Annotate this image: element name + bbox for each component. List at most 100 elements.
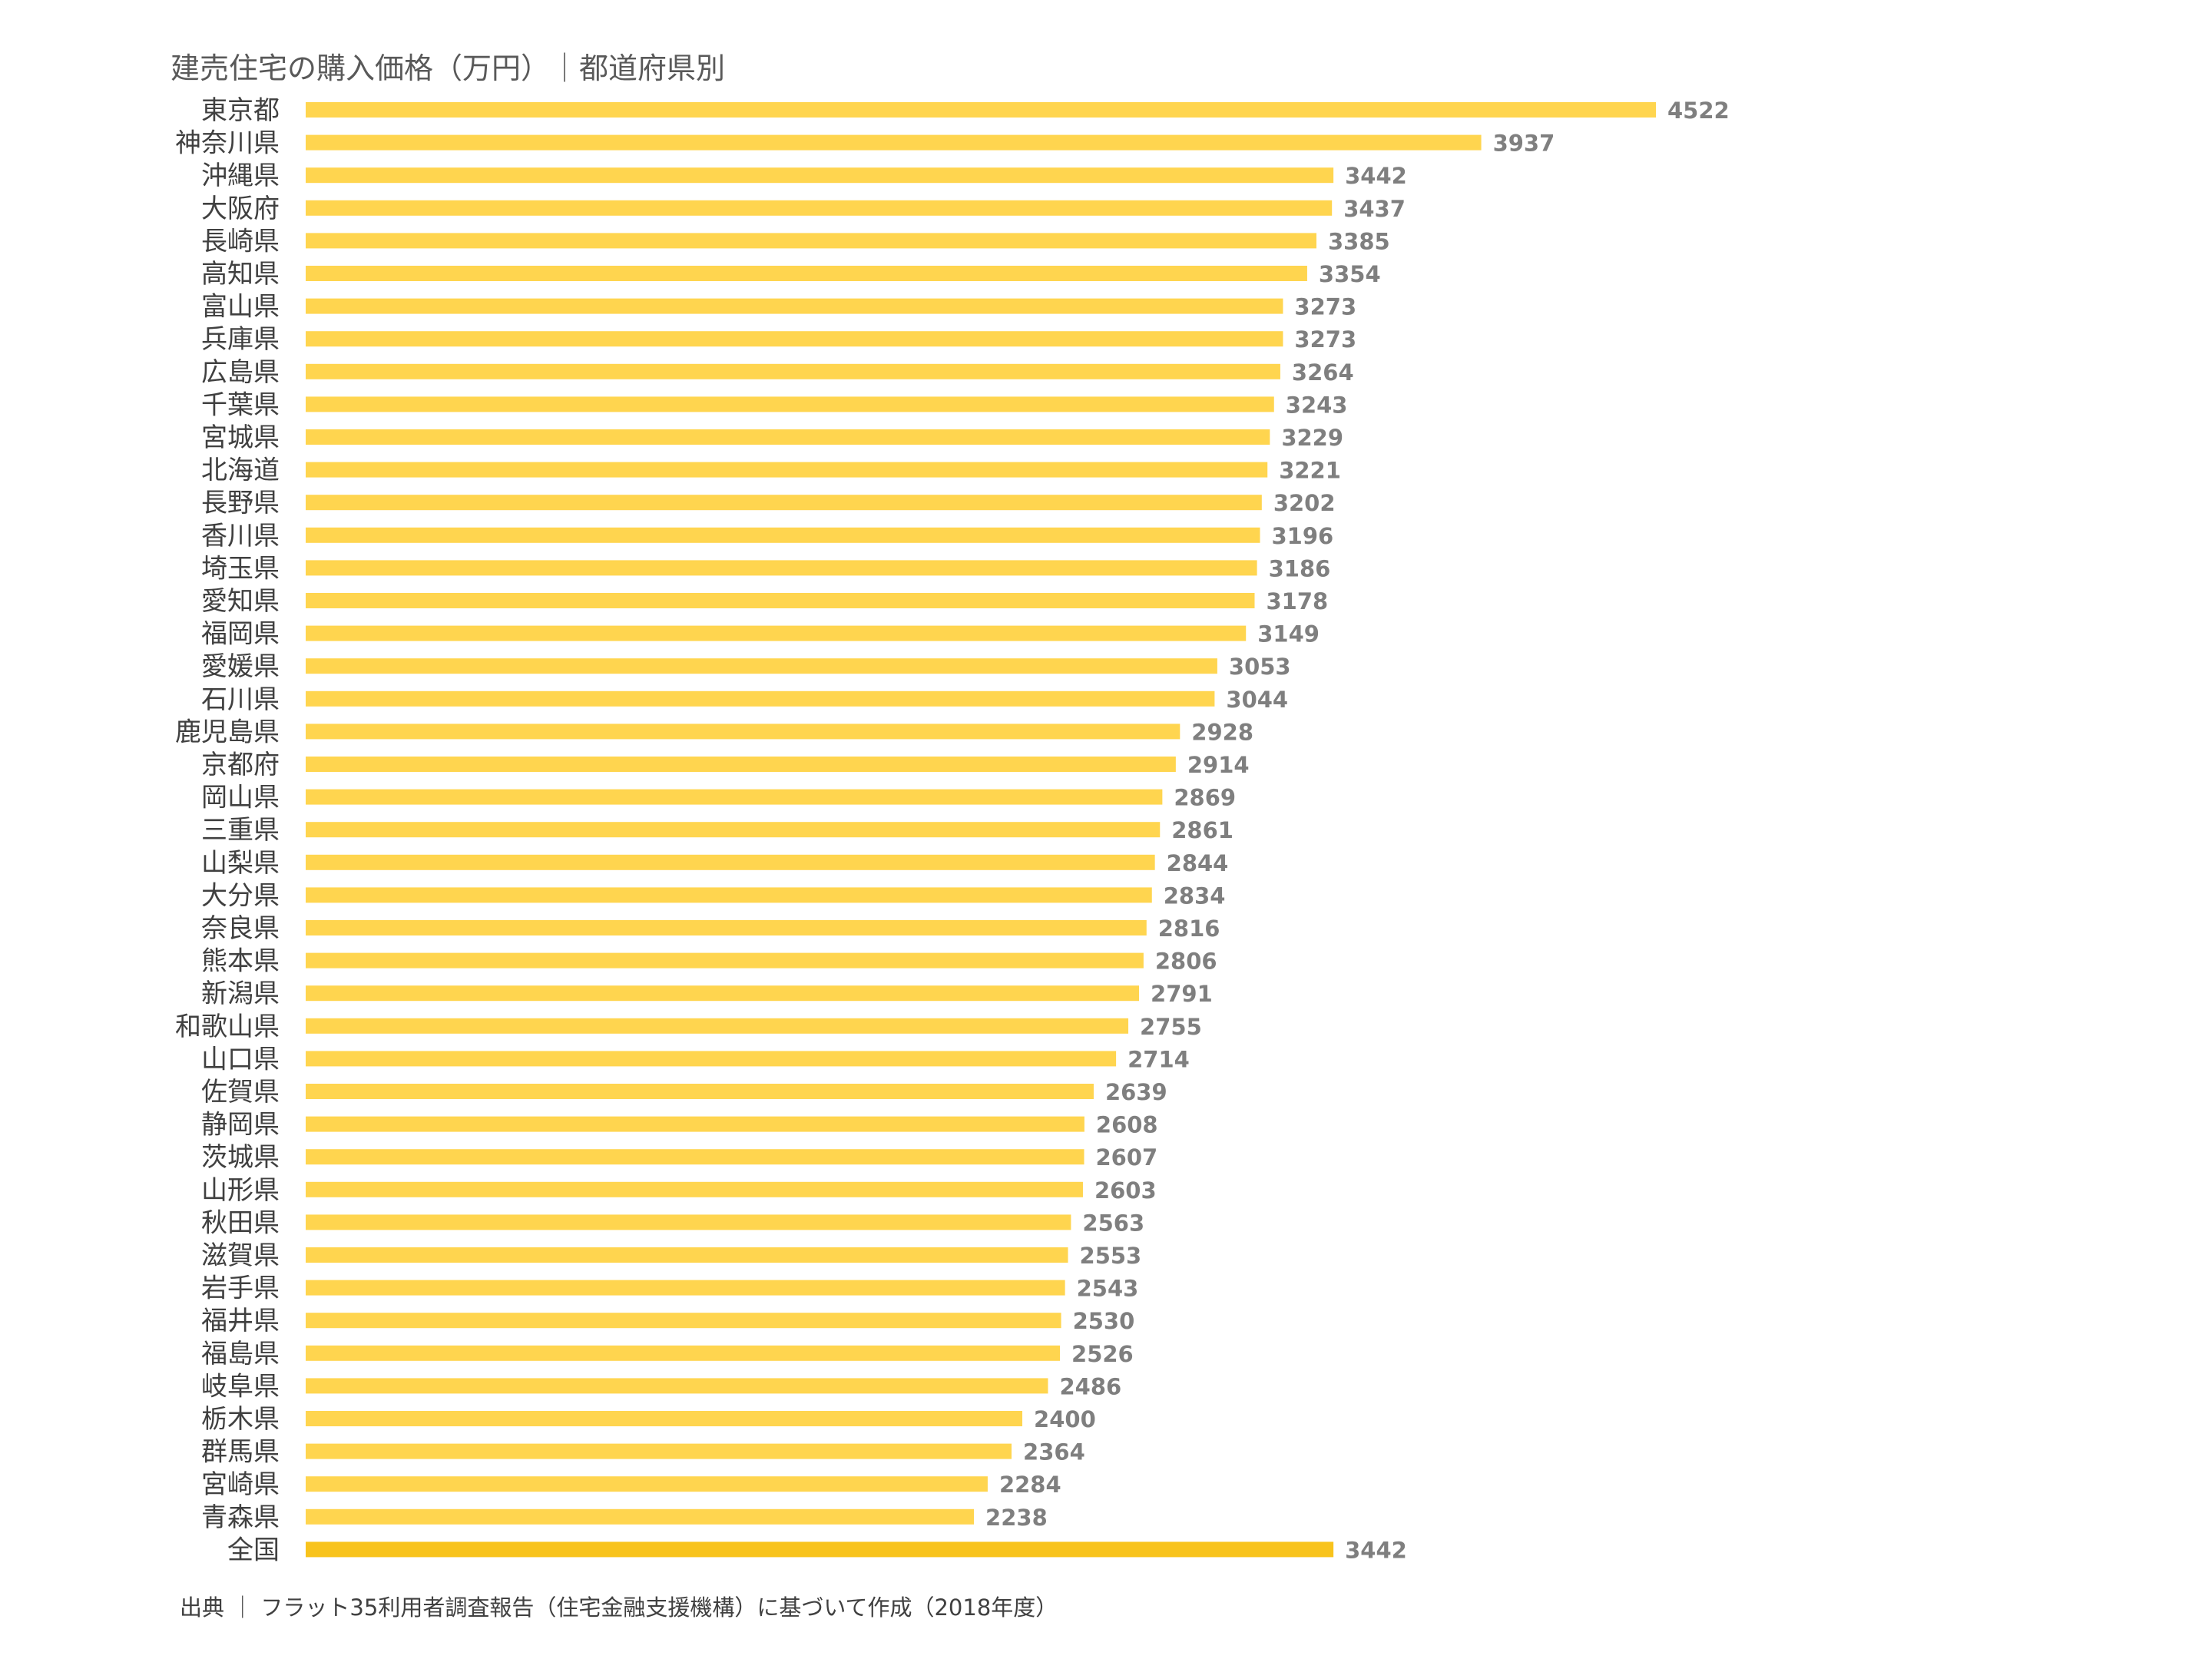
bar-3 bbox=[306, 167, 1334, 184]
value-label: 2364 bbox=[1023, 1439, 1085, 1465]
value-label: 2869 bbox=[1174, 785, 1236, 811]
value-label: 3442 bbox=[1345, 1537, 1407, 1563]
value-label: 4522 bbox=[1667, 98, 1730, 124]
category-label: 岩手県 bbox=[201, 1273, 280, 1304]
bar-44 bbox=[306, 1508, 975, 1525]
category-label: 千葉県 bbox=[201, 389, 280, 420]
category-label: 広島県 bbox=[201, 357, 280, 388]
category-label: 滋賀県 bbox=[201, 1240, 280, 1271]
bar-41 bbox=[306, 1411, 1023, 1426]
bar-37 bbox=[306, 1280, 1065, 1296]
bar-33 bbox=[306, 1149, 1084, 1165]
value-label: 2755 bbox=[1140, 1014, 1202, 1040]
value-label: 2284 bbox=[999, 1472, 1061, 1498]
bar-16 bbox=[306, 593, 1255, 608]
bar-27 bbox=[306, 952, 1144, 969]
category-label: 岡山県 bbox=[201, 783, 280, 813]
category-label: 群馬県 bbox=[201, 1437, 280, 1468]
category-label: 愛知県 bbox=[201, 586, 280, 617]
chart-title: 建売住宅の購入価格（万円）｜都道府県別 bbox=[171, 51, 726, 85]
value-label: 2861 bbox=[1171, 817, 1233, 843]
category-label: 熊本県 bbox=[201, 946, 280, 977]
bar-42 bbox=[306, 1443, 1012, 1459]
value-label: 2526 bbox=[1071, 1341, 1134, 1367]
value-label: 2639 bbox=[1105, 1079, 1167, 1105]
bar-40 bbox=[306, 1378, 1048, 1394]
value-label: 2563 bbox=[1082, 1210, 1144, 1236]
category-label: 福島県 bbox=[201, 1339, 280, 1369]
category-label: 新潟県 bbox=[201, 979, 280, 1009]
category-label: 佐賀県 bbox=[201, 1077, 280, 1108]
category-label: 宮崎県 bbox=[201, 1469, 280, 1500]
category-label: 東京都 bbox=[201, 95, 280, 126]
category-label: 富山県 bbox=[201, 292, 280, 323]
category-label: 岐阜県 bbox=[201, 1371, 280, 1402]
value-label: 2834 bbox=[1164, 882, 1226, 909]
bar-5 bbox=[306, 233, 1316, 249]
value-label: 3385 bbox=[1328, 228, 1390, 254]
bar-34 bbox=[306, 1181, 1083, 1197]
bar-26 bbox=[306, 920, 1147, 935]
bar-24 bbox=[306, 854, 1155, 870]
bar-39 bbox=[306, 1345, 1061, 1361]
category-label: 静岡県 bbox=[201, 1110, 280, 1141]
value-label: 3149 bbox=[1257, 621, 1320, 647]
category-label: 栃木県 bbox=[201, 1404, 280, 1435]
value-label: 2914 bbox=[1187, 752, 1250, 778]
value-label: 2816 bbox=[1158, 916, 1220, 942]
value-label: 3186 bbox=[1269, 555, 1331, 581]
bar-32 bbox=[306, 1116, 1084, 1132]
category-label: 福岡県 bbox=[201, 619, 280, 650]
value-label: 2791 bbox=[1151, 981, 1213, 1007]
value-label: 3053 bbox=[1229, 654, 1291, 680]
category-label: 長野県 bbox=[201, 488, 280, 518]
category-label: 兵庫県 bbox=[201, 324, 280, 355]
category-label: 全国 bbox=[227, 1535, 280, 1565]
category-label: 沖縄県 bbox=[201, 161, 280, 191]
bar-25 bbox=[306, 887, 1152, 903]
category-label: 香川県 bbox=[201, 521, 280, 551]
value-label: 3354 bbox=[1319, 261, 1381, 287]
bar-8 bbox=[306, 331, 1283, 347]
value-label: 3202 bbox=[1273, 490, 1336, 516]
value-label: 3044 bbox=[1226, 687, 1288, 713]
bar-12 bbox=[306, 462, 1268, 478]
value-label: 2714 bbox=[1128, 1046, 1190, 1072]
value-label: 3437 bbox=[1343, 196, 1406, 222]
bar-6 bbox=[306, 266, 1307, 281]
bar-18 bbox=[306, 658, 1217, 674]
category-label: 北海道 bbox=[201, 455, 280, 486]
value-label: 2238 bbox=[985, 1505, 1048, 1531]
value-label: 2603 bbox=[1094, 1177, 1157, 1204]
bar-2 bbox=[306, 134, 1482, 151]
value-label: 3178 bbox=[1266, 588, 1328, 614]
value-label: 2486 bbox=[1059, 1373, 1121, 1399]
category-label: 愛媛県 bbox=[201, 651, 280, 682]
category-labels-group: 東京都神奈川県沖縄県大阪府長崎県高知県富山県兵庫県広島県千葉県宮城県北海道長野県… bbox=[175, 95, 280, 1565]
value-label: 2553 bbox=[1080, 1243, 1142, 1269]
bar-36 bbox=[306, 1247, 1068, 1263]
category-label: 山口県 bbox=[201, 1044, 280, 1075]
value-label: 3273 bbox=[1294, 326, 1356, 353]
category-label: 奈良県 bbox=[201, 913, 280, 944]
value-label: 3273 bbox=[1294, 294, 1356, 320]
bar-17 bbox=[306, 625, 1247, 641]
bar-4 bbox=[306, 200, 1333, 216]
bar-15 bbox=[306, 560, 1257, 576]
category-label: 茨城県 bbox=[201, 1142, 280, 1173]
bar-10 bbox=[306, 396, 1274, 412]
value-label: 2543 bbox=[1077, 1276, 1139, 1302]
value-label: 2530 bbox=[1073, 1308, 1135, 1334]
bar-14 bbox=[306, 527, 1260, 543]
category-label: 大分県 bbox=[201, 880, 280, 911]
bar-31 bbox=[306, 1084, 1094, 1099]
bar-20 bbox=[306, 724, 1181, 740]
category-label: 大阪府 bbox=[201, 194, 280, 224]
value-label: 3221 bbox=[1279, 458, 1341, 484]
value-label: 3243 bbox=[1286, 392, 1348, 418]
category-label: 石川県 bbox=[201, 684, 280, 715]
bar-9 bbox=[306, 363, 1280, 379]
category-label: 三重県 bbox=[201, 815, 280, 846]
bar-7 bbox=[306, 298, 1283, 314]
